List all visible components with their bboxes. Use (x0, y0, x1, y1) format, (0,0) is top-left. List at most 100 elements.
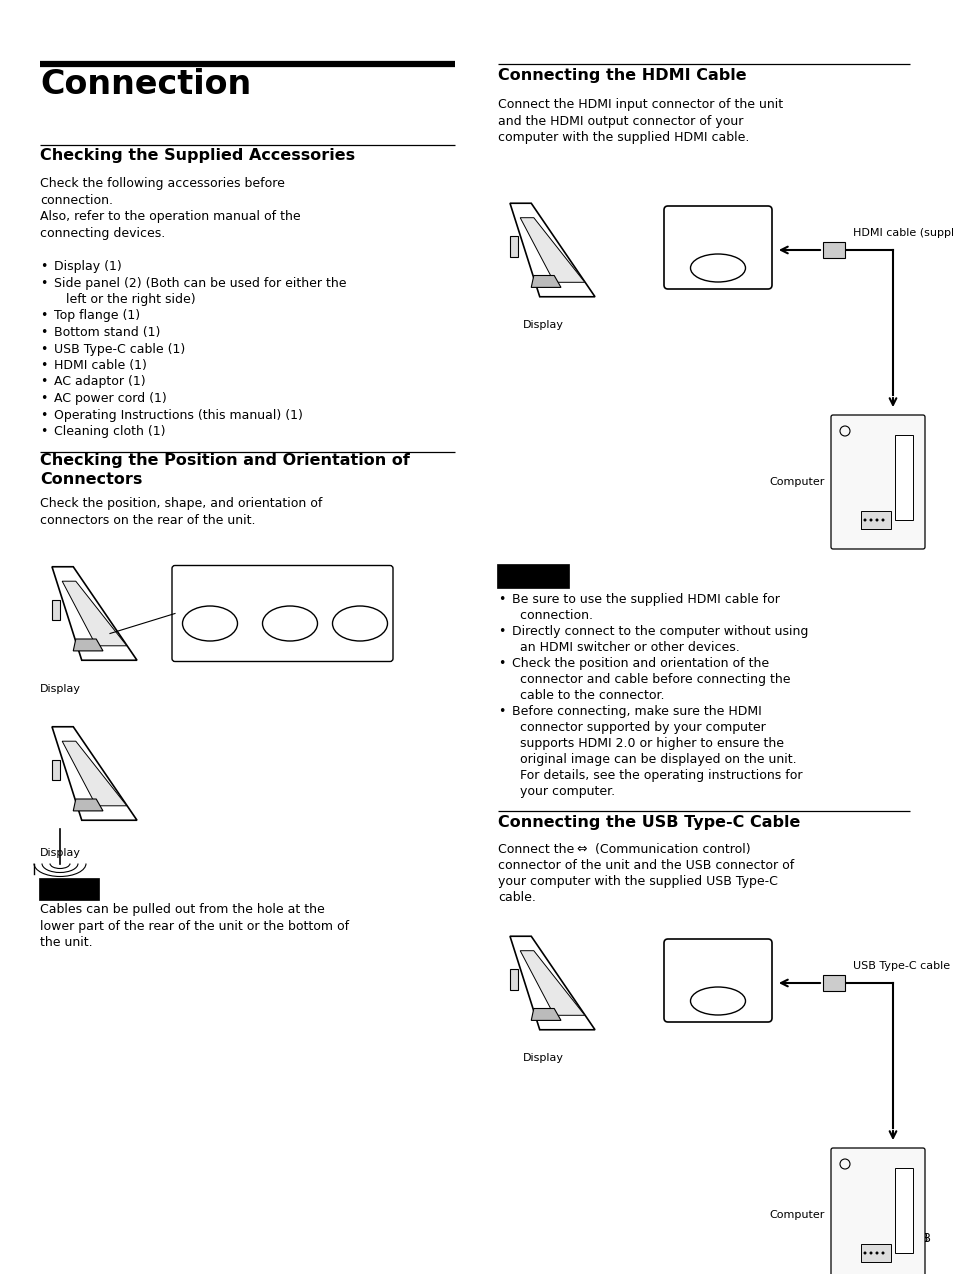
Polygon shape (519, 950, 584, 1015)
Text: connector of the unit and the USB connector of: connector of the unit and the USB connec… (497, 859, 794, 871)
Bar (861, 519, 882, 529)
Text: Connect the HDMI input connector of the unit
and the HDMI output connector of yo: Connect the HDMI input connector of the … (497, 98, 782, 144)
Text: For details, see the operating instructions for: For details, see the operating instructi… (512, 769, 801, 782)
Text: •: • (40, 409, 48, 422)
Text: connection.: connection. (512, 609, 593, 622)
Polygon shape (62, 741, 127, 805)
Text: •: • (40, 359, 48, 372)
FancyBboxPatch shape (830, 1148, 924, 1274)
Text: Display: Display (522, 320, 563, 330)
Text: •: • (40, 426, 48, 438)
FancyBboxPatch shape (830, 415, 924, 549)
Bar (822, 975, 844, 991)
Text: •: • (497, 657, 505, 670)
Circle shape (881, 519, 883, 521)
FancyBboxPatch shape (663, 206, 771, 289)
Text: •: • (40, 310, 48, 322)
Text: AC power cord (1): AC power cord (1) (54, 392, 167, 405)
Text: Connect the: Connect the (497, 843, 578, 856)
Bar (861, 519, 882, 529)
Text: •: • (40, 260, 48, 273)
Text: Display (1): Display (1) (54, 260, 122, 273)
Bar (894, 1168, 912, 1254)
Text: (Communication control): (Communication control) (590, 843, 750, 856)
Text: •: • (40, 343, 48, 355)
Text: HDMI cable (supplied): HDMI cable (supplied) (852, 228, 953, 238)
Circle shape (868, 1251, 872, 1255)
Polygon shape (52, 726, 137, 820)
Text: HDMI: HDMI (700, 228, 734, 238)
Text: USB Type-C cable (supplied): USB Type-C cable (supplied) (852, 961, 953, 971)
Text: Cleaning cloth (1): Cleaning cloth (1) (54, 426, 165, 438)
Text: Computer: Computer (769, 476, 824, 487)
Text: Check the position, shape, and orientation of
connectors on the rear of the unit: Check the position, shape, and orientati… (40, 498, 322, 527)
Polygon shape (52, 567, 137, 660)
Text: 13: 13 (873, 1229, 904, 1249)
Polygon shape (52, 600, 60, 620)
Text: Top flange (1): Top flange (1) (54, 310, 140, 322)
Text: Note: Note (45, 880, 76, 893)
Text: Connecting the HDMI Cable: Connecting the HDMI Cable (497, 68, 746, 83)
Text: ⇔: ⇔ (712, 961, 723, 975)
Circle shape (875, 519, 878, 521)
Text: •: • (497, 626, 505, 638)
Text: Operating Instructions (this manual) (1): Operating Instructions (this manual) (1) (54, 409, 302, 422)
Text: your computer.: your computer. (512, 785, 615, 798)
Text: HDMI cable (1): HDMI cable (1) (54, 359, 147, 372)
Text: ⇨: ⇨ (330, 582, 337, 592)
Text: Checking the Supplied Accessories: Checking the Supplied Accessories (40, 148, 355, 163)
Polygon shape (510, 970, 518, 990)
Text: GB: GB (909, 1232, 930, 1245)
Text: Check the following accessories before
connection.
Also, refer to the operation : Check the following accessories before c… (40, 177, 300, 240)
FancyBboxPatch shape (663, 939, 771, 1022)
Polygon shape (510, 936, 595, 1029)
Text: left or the right side): left or the right side) (54, 293, 195, 306)
Bar (861, 519, 882, 529)
Bar (822, 242, 844, 259)
Text: connector and cable before connecting the: connector and cable before connecting th… (512, 673, 790, 685)
Bar (861, 511, 890, 529)
Text: 12V⋅⋅⋅⊕⊕⊕: 12V⋅⋅⋅⊕⊕⊕ (185, 578, 226, 587)
Text: HDMI: HDMI (260, 578, 285, 587)
Text: 13: 13 (878, 1228, 907, 1249)
Polygon shape (510, 237, 518, 257)
Text: Checking the Position and Orientation of
Connectors: Checking the Position and Orientation of… (40, 454, 410, 487)
Text: Connecting the USB Type-C Cable: Connecting the USB Type-C Cable (497, 815, 800, 829)
Text: •: • (40, 376, 48, 389)
Text: Connection: Connection (40, 68, 251, 101)
Polygon shape (73, 799, 103, 810)
Polygon shape (531, 1009, 560, 1020)
Text: Check the position and orientation of the: Check the position and orientation of th… (512, 657, 768, 670)
Text: •: • (497, 592, 505, 606)
Text: AC adaptor (1): AC adaptor (1) (54, 376, 146, 389)
Text: cable to the connector.: cable to the connector. (512, 689, 664, 702)
Text: your computer with the supplied USB Type-C: your computer with the supplied USB Type… (497, 875, 777, 888)
Text: •: • (40, 326, 48, 339)
FancyBboxPatch shape (39, 878, 99, 899)
Polygon shape (62, 581, 127, 646)
Circle shape (881, 1251, 883, 1255)
Text: USB Type-C cable (1): USB Type-C cable (1) (54, 343, 185, 355)
Text: Before connecting, make sure the HDMI: Before connecting, make sure the HDMI (512, 705, 760, 719)
Circle shape (862, 519, 865, 521)
Text: Cables can be pulled out from the hole at the
lower part of the rear of the unit: Cables can be pulled out from the hole a… (40, 903, 349, 949)
FancyBboxPatch shape (172, 566, 393, 661)
Polygon shape (52, 759, 60, 780)
Text: •: • (40, 392, 48, 405)
Bar (861, 1243, 890, 1263)
Circle shape (875, 1251, 878, 1255)
Text: Be sure to use the supplied HDMI cable for: Be sure to use the supplied HDMI cable f… (512, 592, 779, 606)
Text: supports HDMI 2.0 or higher to ensure the: supports HDMI 2.0 or higher to ensure th… (512, 736, 783, 750)
Text: GB: GB (909, 1232, 927, 1246)
Bar (894, 434, 912, 520)
Polygon shape (531, 275, 560, 288)
Polygon shape (510, 204, 595, 297)
Text: Computer: Computer (769, 1210, 824, 1220)
Text: an HDMI switcher or other devices.: an HDMI switcher or other devices. (512, 641, 739, 654)
Text: cable.: cable. (497, 891, 536, 905)
Text: •: • (497, 705, 505, 719)
Polygon shape (519, 218, 584, 283)
Text: Directly connect to the computer without using: Directly connect to the computer without… (512, 626, 807, 638)
Text: Display: Display (40, 683, 81, 693)
Text: ⇔: ⇔ (576, 843, 586, 856)
